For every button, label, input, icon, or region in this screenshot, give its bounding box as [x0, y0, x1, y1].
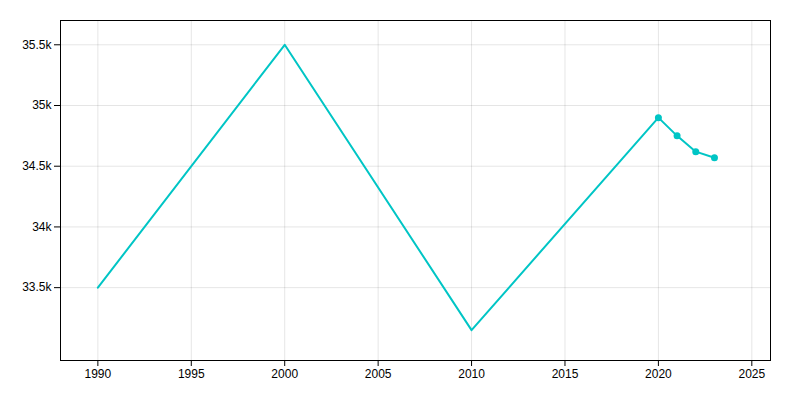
- svg-text:1995: 1995: [178, 367, 205, 381]
- svg-text:2015: 2015: [552, 367, 579, 381]
- svg-text:2020: 2020: [645, 367, 672, 381]
- svg-text:2010: 2010: [458, 367, 485, 381]
- svg-text:35.5k: 35.5k: [22, 38, 52, 52]
- svg-text:2025: 2025: [738, 367, 765, 381]
- svg-text:34k: 34k: [32, 220, 52, 234]
- svg-text:34.5k: 34.5k: [22, 159, 52, 173]
- svg-text:35k: 35k: [32, 98, 52, 112]
- svg-text:33.5k: 33.5k: [22, 280, 52, 294]
- svg-text:2000: 2000: [271, 367, 298, 381]
- svg-text:2005: 2005: [365, 367, 392, 381]
- svg-text:1990: 1990: [85, 367, 112, 381]
